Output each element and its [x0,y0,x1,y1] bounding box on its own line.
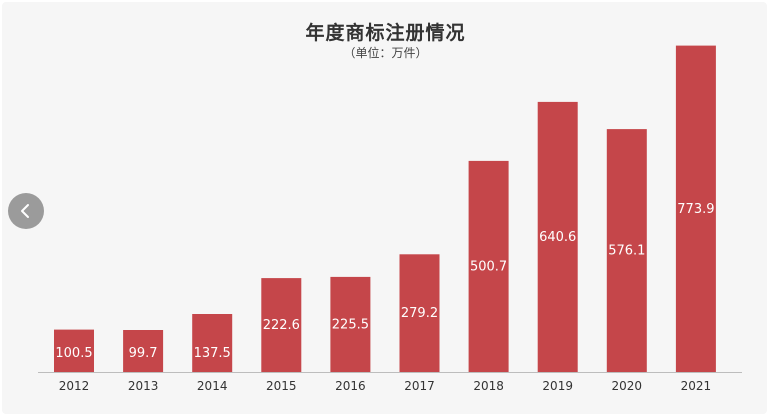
bar-value-label-2012: 100.5 [55,346,92,361]
x-tick-label-2012: 2012 [59,379,90,393]
bar-value-label-2020: 576.1 [608,244,645,259]
x-tick-label-2021: 2021 [681,379,712,393]
chart-title: 年度商标注册情况 [305,22,466,44]
bar-2017 [399,254,440,372]
bar-2014 [192,314,233,372]
bar-2020 [606,129,647,372]
x-tick-label-2015: 2015 [266,379,297,393]
bar-2019 [537,101,578,373]
bar-2018 [468,160,509,372]
chevron-left-icon [21,204,29,218]
x-tick-label-2019: 2019 [542,379,573,393]
bar-value-label-2016: 225.5 [332,318,369,333]
x-tick-label-2014: 2014 [197,379,228,393]
x-tick-label-2018: 2018 [473,379,504,393]
bar-2012 [54,329,94,372]
bar-value-label-2014: 137.5 [194,346,231,361]
bar-2013 [123,330,164,372]
bar-value-label-2018: 500.7 [470,259,507,274]
bar-value-label-2017: 279.2 [401,306,438,321]
x-tick-labels: 2012 2013 2014 2015 2016 2017 2018 2019 2020 2021 [59,379,711,393]
bar-value-label-2021: 773.9 [677,202,714,217]
bar-group: 100.5 99.7 137.5 222.6 225.5 279.2 500.7 640.6 5… [54,45,716,373]
chart-subtitle: （单位：万件） [343,46,428,60]
bar-value-label-2013: 99.7 [129,346,158,361]
x-tick-label-2017: 2017 [404,379,435,393]
x-tick-label-2020: 2020 [612,379,643,393]
bar-value-label-2015: 222.6 [263,318,300,333]
x-tick-label-2013: 2013 [128,379,159,393]
previous-button[interactable] [8,193,44,229]
bar-value-label-2019: 640.6 [539,230,576,245]
bar-2015 [261,278,302,372]
x-tick-label-2016: 2016 [335,379,366,393]
bar-2021 [675,45,716,372]
bar-2016 [330,276,371,372]
